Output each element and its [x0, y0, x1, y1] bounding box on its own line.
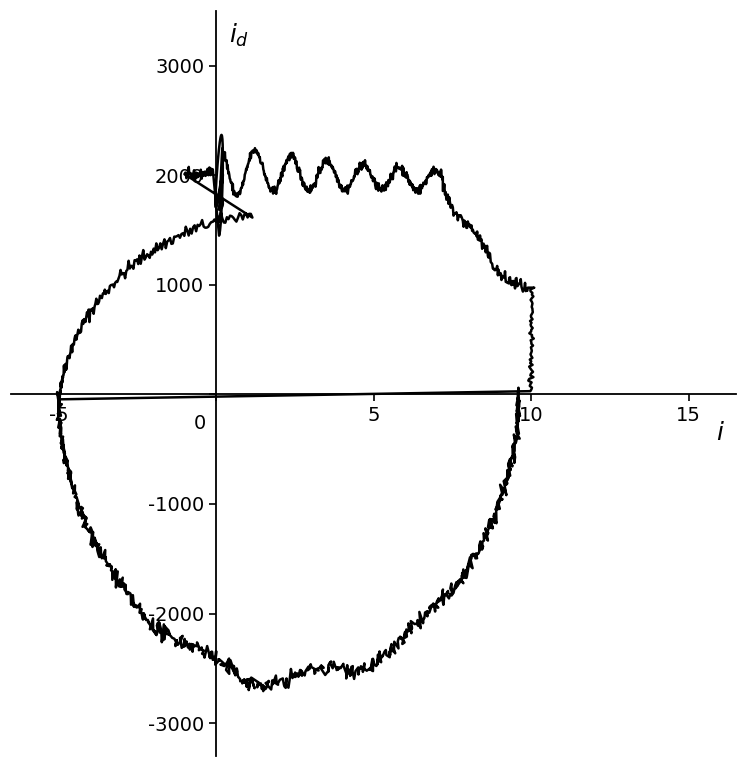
- Text: 0: 0: [194, 414, 206, 433]
- Text: $i_d$: $i_d$: [229, 22, 249, 49]
- Text: $i$: $i$: [716, 422, 725, 445]
